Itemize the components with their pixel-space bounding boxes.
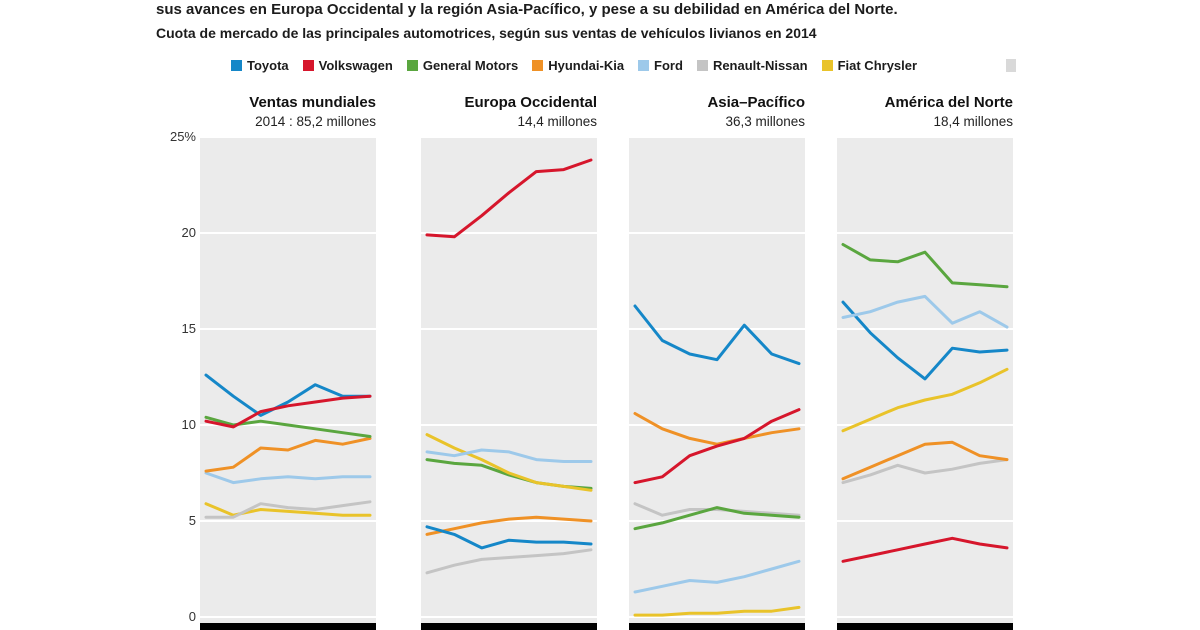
legend-label: Toyota <box>247 58 289 73</box>
panel-subtitle: 18,4 millones <box>933 114 1013 129</box>
legend-swatch-icon <box>821 60 833 71</box>
series-line-general-motors <box>633 506 801 531</box>
intro-text: sus avances en Europa Occidental y la re… <box>156 1 898 18</box>
panel-header-4: América del Norte 18,4 millones <box>837 94 1013 129</box>
panel-title: Asia–Pacífico <box>707 94 805 111</box>
series-line-ford <box>425 448 593 463</box>
legend-swatch-icon <box>532 60 544 71</box>
chart-panel-4 <box>837 137 1013 630</box>
series-line-hyundai-kia <box>633 412 801 446</box>
series-line-general-motors <box>204 415 372 438</box>
legend-swatch-icon <box>696 60 708 71</box>
chart-title: Cuota de mercado de las principales auto… <box>156 25 817 41</box>
series-line-renault-nissan <box>633 502 801 517</box>
legend-item-hyundai-kia: Hyundai-Kia <box>532 58 624 73</box>
panel-background <box>421 137 597 623</box>
legend-label: General Motors <box>422 58 519 73</box>
series-line-volkswagen <box>633 408 801 485</box>
panel-title: Ventas mundiales <box>249 94 376 111</box>
legend-item-general-motors: General Motors <box>406 58 519 73</box>
legend-item-volkswagen: Volkswagen <box>302 58 393 73</box>
series-line-renault-nissan <box>204 500 372 519</box>
legend-label: Fiat Chrysler <box>837 58 918 73</box>
series-line-toyota <box>425 525 593 550</box>
y-axis-tick: 10 <box>181 417 196 432</box>
series-line-hyundai-kia <box>425 515 593 536</box>
chart-panel-1 <box>200 137 376 630</box>
series-line-volkswagen <box>204 394 372 429</box>
legend-label: Renault-Nissan <box>712 58 808 73</box>
series-line-general-motors <box>841 243 1009 289</box>
y-axis-tick: 20 <box>181 225 196 240</box>
legend-label: Hyundai-Kia <box>548 58 625 73</box>
legend-swatch-icon <box>302 60 314 71</box>
series-line-fiat-chrysler <box>633 605 801 617</box>
panel-title: América del Norte <box>884 94 1013 111</box>
series-line-toyota <box>633 304 801 366</box>
panel-background <box>629 137 805 623</box>
y-axis-tick: 25% <box>169 129 196 144</box>
legend-swatch-icon <box>638 60 650 71</box>
panel-header-3: Asia–Pacífico 36,3 millones <box>629 94 805 129</box>
y-axis-tick: 5 <box>188 513 196 528</box>
series-line-hyundai-kia <box>841 440 1009 481</box>
legend-label: Volkswagen <box>318 58 393 73</box>
chart-panel-3 <box>629 137 805 630</box>
y-axis-tick: 15 <box>181 321 196 336</box>
series-line-fiat-chrysler <box>425 433 593 492</box>
series-line-toyota <box>841 300 1009 381</box>
legend-end-artifact <box>1006 59 1016 72</box>
panel-subtitle: 14,4 millones <box>517 114 597 129</box>
panel-subtitle: 2014 : 85,2 millones <box>255 114 376 129</box>
series-line-fiat-chrysler <box>841 367 1009 433</box>
x-axis-bar <box>200 623 376 630</box>
legend-item-toyota: Toyota <box>231 58 289 73</box>
series-line-hyundai-kia <box>204 436 372 473</box>
panel-subtitle: 36,3 millones <box>725 114 805 129</box>
series-line-volkswagen <box>841 536 1009 563</box>
x-axis-bar <box>421 623 597 630</box>
panel-title: Europa Occidental <box>464 94 597 111</box>
series-line-toyota <box>204 373 372 417</box>
legend-item-fiat-chrysler: Fiat Chrysler <box>821 58 918 73</box>
series-line-volkswagen <box>425 158 593 239</box>
panel-header-1: Ventas mundiales 2014 : 85,2 millones <box>200 94 376 129</box>
legend-swatch-icon <box>231 60 242 71</box>
x-axis-bar <box>629 623 805 630</box>
legend: Toyota Volkswagen General Motors Hyundai-Ki… <box>231 58 917 73</box>
panel-header-2: Europa Occidental 14,4 millones <box>421 94 597 129</box>
series-line-fiat-chrysler <box>204 502 372 517</box>
series-line-ford <box>204 471 372 485</box>
y-axis-tick: 0 <box>188 609 196 624</box>
x-axis-bar <box>837 623 1013 630</box>
panel-background <box>200 137 376 623</box>
legend-item-renault-nissan: Renault-Nissan <box>696 58 808 73</box>
series-line-ford <box>633 559 801 594</box>
legend-label: Ford <box>654 58 683 73</box>
series-line-ford <box>841 294 1009 329</box>
chart-panel-2 <box>421 137 597 630</box>
legend-swatch-icon <box>406 60 418 71</box>
legend-item-ford: Ford <box>638 58 683 73</box>
series-line-renault-nissan <box>425 548 593 575</box>
series-line-renault-nissan <box>841 458 1009 485</box>
